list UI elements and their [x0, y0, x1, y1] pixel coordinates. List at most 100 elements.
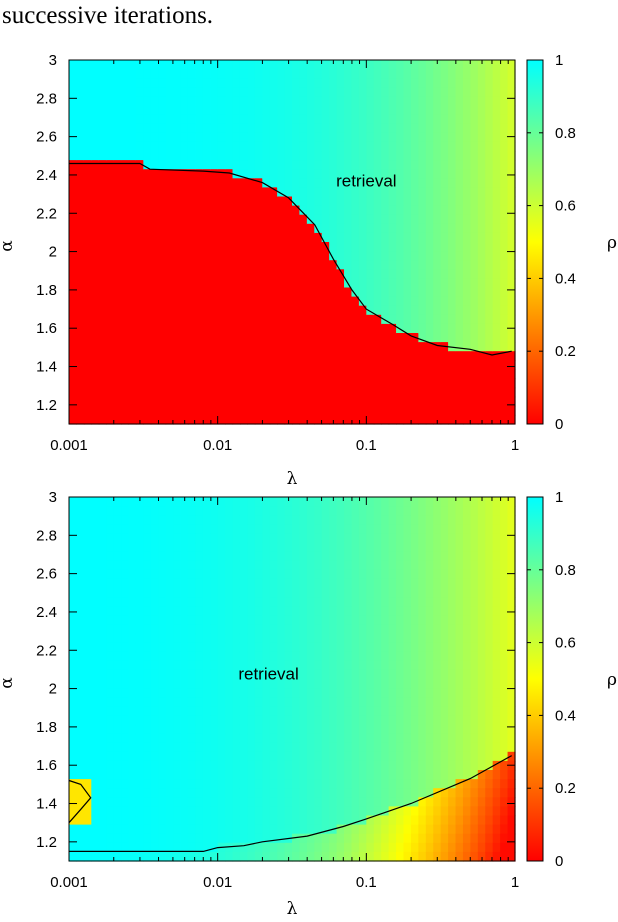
heatmap-cell [202, 196, 211, 207]
heatmap-cell [165, 269, 174, 279]
heatmap-cell [254, 724, 263, 735]
heatmap-cell [121, 205, 130, 216]
heatmap-cell [329, 706, 338, 716]
heatmap-cell [373, 242, 382, 252]
heatmap-cell [314, 232, 323, 243]
heatmap-cell [91, 242, 100, 252]
heatmap-cell [262, 697, 271, 707]
heatmap-cell [410, 232, 419, 243]
heatmap-cell [98, 132, 107, 143]
heatmap-cell [366, 232, 375, 243]
heatmap-cell [396, 223, 405, 234]
heatmap-cell [455, 815, 464, 826]
heatmap-cell [396, 524, 405, 534]
heatmap-cell [195, 296, 204, 307]
heatmap-cell [143, 105, 152, 116]
heatmap-cell [262, 405, 271, 416]
heatmap-cell [321, 214, 330, 225]
heatmap-cell [83, 697, 92, 707]
heatmap-cell [247, 333, 256, 343]
heatmap-cell [351, 615, 360, 625]
heatmap-cell [396, 405, 405, 416]
heatmap-cell [128, 706, 137, 716]
heatmap-cell [358, 760, 367, 771]
heatmap-cell [202, 669, 211, 680]
heatmap-cell [217, 360, 226, 370]
heatmap-cell [165, 606, 174, 616]
heatmap-cell [217, 305, 226, 316]
heatmap-cell [433, 378, 442, 389]
heatmap-cell [373, 706, 382, 716]
heatmap-cell [507, 205, 516, 216]
heatmap-cell [500, 606, 509, 616]
heatmap-cell [232, 615, 241, 625]
heatmap-cell [121, 533, 130, 544]
heatmap-cell [425, 387, 434, 398]
heatmap-cell [381, 305, 390, 316]
heatmap-cell [106, 296, 115, 307]
heatmap-cell [143, 160, 152, 170]
heatmap-cell [143, 314, 152, 325]
heatmap-cell [492, 679, 501, 689]
heatmap-cell [462, 779, 471, 789]
heatmap-cell [329, 378, 338, 389]
heatmap-cell [128, 615, 137, 625]
heatmap-cell [418, 369, 427, 380]
heatmap-cell [239, 314, 248, 325]
heatmap-cell [388, 151, 397, 161]
heatmap-cell [121, 269, 130, 279]
heatmap-cell [158, 497, 167, 507]
heatmap-cell [262, 578, 271, 589]
heatmap-cell [150, 797, 159, 807]
heatmap-cell [210, 114, 219, 125]
heatmap-cell [485, 414, 494, 425]
heatmap-cell [500, 351, 509, 361]
heatmap-cell [106, 578, 115, 589]
heatmap-cell [225, 278, 234, 289]
heatmap-cell [425, 60, 434, 70]
heatmap-cell [410, 296, 419, 307]
heatmap-cell [403, 533, 412, 544]
heatmap-cell [91, 770, 100, 780]
heatmap-cell [158, 151, 167, 161]
heatmap-cell [210, 123, 219, 134]
heatmap-cell [403, 132, 412, 143]
heatmap-cell [358, 615, 367, 625]
heatmap-cell [239, 615, 248, 625]
heatmap-cell [165, 560, 174, 571]
heatmap-cell [403, 178, 412, 188]
heatmap-cell [388, 278, 397, 289]
heatmap-cell [254, 669, 263, 680]
heatmap-cell [470, 779, 479, 789]
heatmap-cell [83, 724, 92, 735]
heatmap-cell [210, 824, 219, 835]
heatmap-cell [269, 679, 278, 689]
heatmap-cell [477, 387, 486, 398]
heatmap-cell [143, 515, 152, 525]
heatmap-cell [440, 151, 449, 161]
heatmap-cell [254, 679, 263, 689]
heatmap-cell [76, 542, 85, 553]
heatmap-cell [292, 770, 301, 780]
heatmap-cell [425, 87, 434, 97]
heatmap-cell [329, 151, 338, 161]
heatmap-cell [358, 551, 367, 562]
heatmap-cell [440, 560, 449, 571]
heatmap-cell [381, 524, 390, 534]
heatmap-cell [76, 123, 85, 134]
heatmap-cell [403, 788, 412, 798]
heatmap-cell [232, 842, 241, 853]
heatmap-cell [358, 797, 367, 807]
heatmap-cell [403, 305, 412, 316]
heatmap-cell [254, 806, 263, 817]
heatmap-cell [329, 296, 338, 307]
heatmap-cell [239, 797, 248, 807]
heatmap-cell [83, 314, 92, 325]
heatmap-cell [381, 506, 390, 516]
heatmap-cell [158, 833, 167, 844]
heatmap-cell [492, 242, 501, 252]
heatmap-cell [455, 533, 464, 544]
heatmap-cell [195, 278, 204, 289]
heatmap-cell [403, 679, 412, 689]
heatmap-cell [254, 305, 263, 316]
